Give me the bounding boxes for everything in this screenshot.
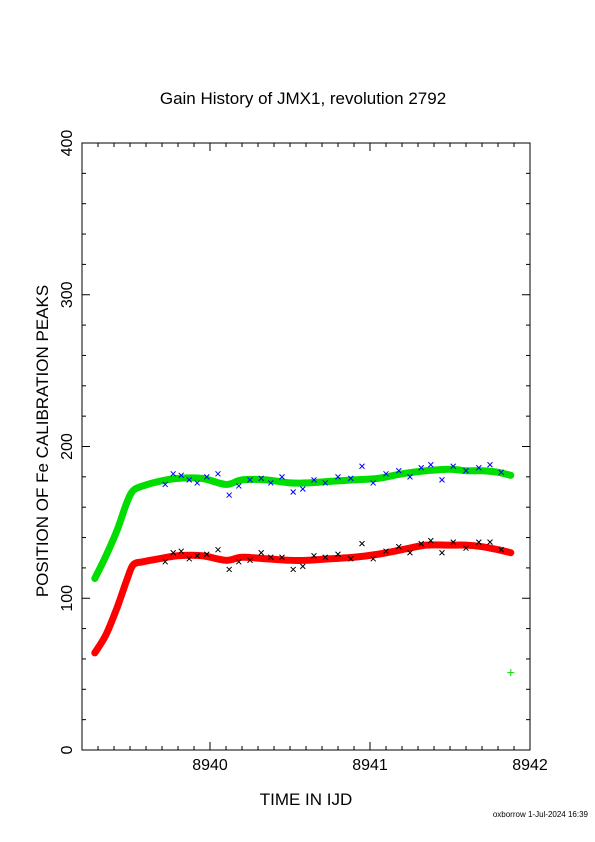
data-point (279, 554, 285, 561)
data-point (247, 557, 253, 564)
data-point (450, 539, 457, 545)
data-point (507, 669, 515, 677)
data-point (427, 461, 434, 468)
chart-title: Gain History of JMX1, revolution 2792 (160, 89, 446, 108)
y-tick-label: 200 (59, 433, 76, 460)
data-point (370, 555, 377, 562)
data-point (498, 546, 505, 553)
footer-credit: oxborrow 1-Jul-2024 16:39 (493, 810, 589, 819)
y-tick-label: 300 (59, 281, 76, 308)
data-point (383, 548, 389, 555)
data-point (170, 549, 177, 556)
series-4 (507, 669, 515, 677)
y-axis-ticks: 0 100 200 300 400 (59, 130, 530, 754)
data-point (215, 470, 221, 477)
series-2 (162, 461, 505, 498)
x-axis-label: TIME IN IJD (260, 790, 353, 809)
series-layer (91, 461, 515, 677)
data-point (335, 473, 341, 480)
data-point (226, 492, 233, 498)
data-point (322, 480, 329, 486)
y-axis-label: POSITION OF Fe CALIBRATION PEAKS (33, 285, 52, 597)
data-point (487, 539, 493, 545)
data-point (463, 467, 469, 474)
data-point (370, 480, 377, 486)
data-point (267, 554, 274, 561)
data-point (427, 537, 434, 544)
data-point (450, 463, 457, 470)
data-point (247, 477, 253, 483)
y-tick-label: 100 (59, 585, 76, 612)
data-point (215, 546, 221, 553)
data-point (395, 543, 402, 550)
series-1 (91, 541, 515, 657)
data-point (322, 554, 329, 561)
data-point (170, 470, 177, 477)
series-line (91, 541, 515, 657)
data-point (162, 481, 169, 488)
data-point (178, 472, 185, 479)
x-axis-ticks: 8940 8941 8942 (81, 143, 548, 774)
data-point (235, 483, 242, 489)
data-point (299, 563, 306, 570)
x-tick-label: 8940 (192, 757, 228, 774)
series-3 (162, 537, 505, 573)
data-point (487, 461, 493, 468)
data-point (226, 566, 233, 573)
data-point (258, 549, 265, 556)
series-line (91, 465, 515, 583)
data-point (395, 467, 402, 474)
data-point (311, 477, 317, 483)
data-point (162, 558, 169, 565)
data-point (418, 464, 425, 471)
data-point (498, 469, 505, 476)
y-tick-label: 0 (59, 745, 76, 754)
data-point (347, 475, 354, 482)
data-point (299, 486, 306, 492)
data-point (279, 473, 285, 480)
data-point (418, 540, 425, 547)
data-point (335, 551, 341, 558)
data-point (258, 475, 265, 482)
data-point (347, 555, 354, 562)
data-point (194, 552, 201, 559)
data-point (383, 470, 389, 477)
data-point (194, 480, 201, 486)
data-point (359, 463, 365, 470)
data-point (311, 552, 317, 559)
data-point (439, 477, 445, 483)
y-tick-label: 400 (59, 130, 76, 157)
plot-frame (81, 142, 531, 751)
data-point (359, 540, 365, 547)
data-point (235, 558, 242, 565)
data-point (290, 566, 297, 573)
data-point (290, 489, 297, 495)
data-point (186, 555, 193, 562)
x-tick-label: 8941 (352, 757, 388, 774)
x-tick-label: 8942 (512, 757, 548, 774)
data-point (439, 549, 445, 556)
data-point (407, 549, 413, 556)
data-point (203, 473, 210, 480)
data-point (186, 477, 193, 483)
data-point (475, 464, 482, 471)
data-point (475, 539, 482, 545)
data-point (203, 551, 210, 558)
data-point (407, 473, 413, 480)
data-point (178, 548, 185, 555)
data-point (463, 545, 469, 552)
data-point (267, 480, 274, 486)
series-0 (91, 465, 515, 583)
